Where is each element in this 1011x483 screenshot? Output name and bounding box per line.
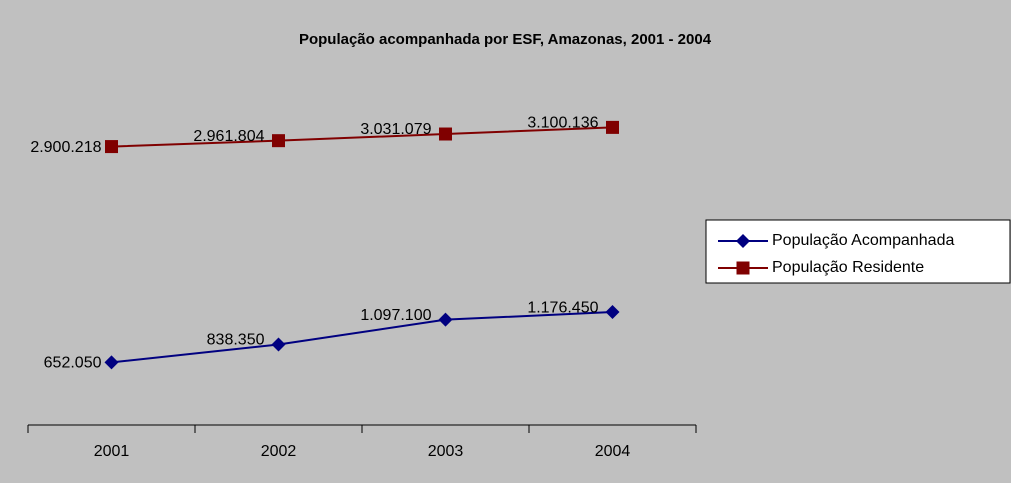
legend-label: População Residente — [772, 259, 924, 276]
x-tick-label: 2002 — [261, 443, 297, 460]
data-label: 3.031.079 — [360, 121, 431, 138]
data-label: 2.900.218 — [30, 139, 101, 156]
legend-box — [705, 219, 1011, 284]
data-point — [272, 134, 285, 148]
x-tick-label: 2001 — [94, 443, 130, 460]
data-point — [438, 312, 453, 327]
data-label: 1.176.450 — [527, 299, 598, 316]
legend-marker — [736, 261, 750, 275]
legend-label: População Acompanhada — [772, 232, 954, 249]
series-line — [111, 311, 613, 364]
x-tick-label: 2003 — [428, 443, 464, 460]
data-label: 838.350 — [207, 332, 265, 349]
data-point — [105, 140, 118, 154]
data-label: 1.097.100 — [360, 307, 431, 324]
data-point — [605, 305, 620, 320]
legend-marker — [736, 234, 750, 248]
data-label: 652.050 — [44, 355, 102, 372]
data-label: 3.100.136 — [527, 115, 598, 132]
data-label: 2.961.804 — [193, 128, 264, 145]
data-point — [439, 127, 452, 141]
x-tick-label: 2004 — [595, 443, 631, 460]
chart-title: População acompanhada por ESF, Amazonas,… — [299, 31, 712, 48]
series-line — [111, 126, 613, 148]
data-point — [271, 337, 286, 352]
data-point — [104, 355, 119, 370]
data-point — [606, 120, 619, 134]
